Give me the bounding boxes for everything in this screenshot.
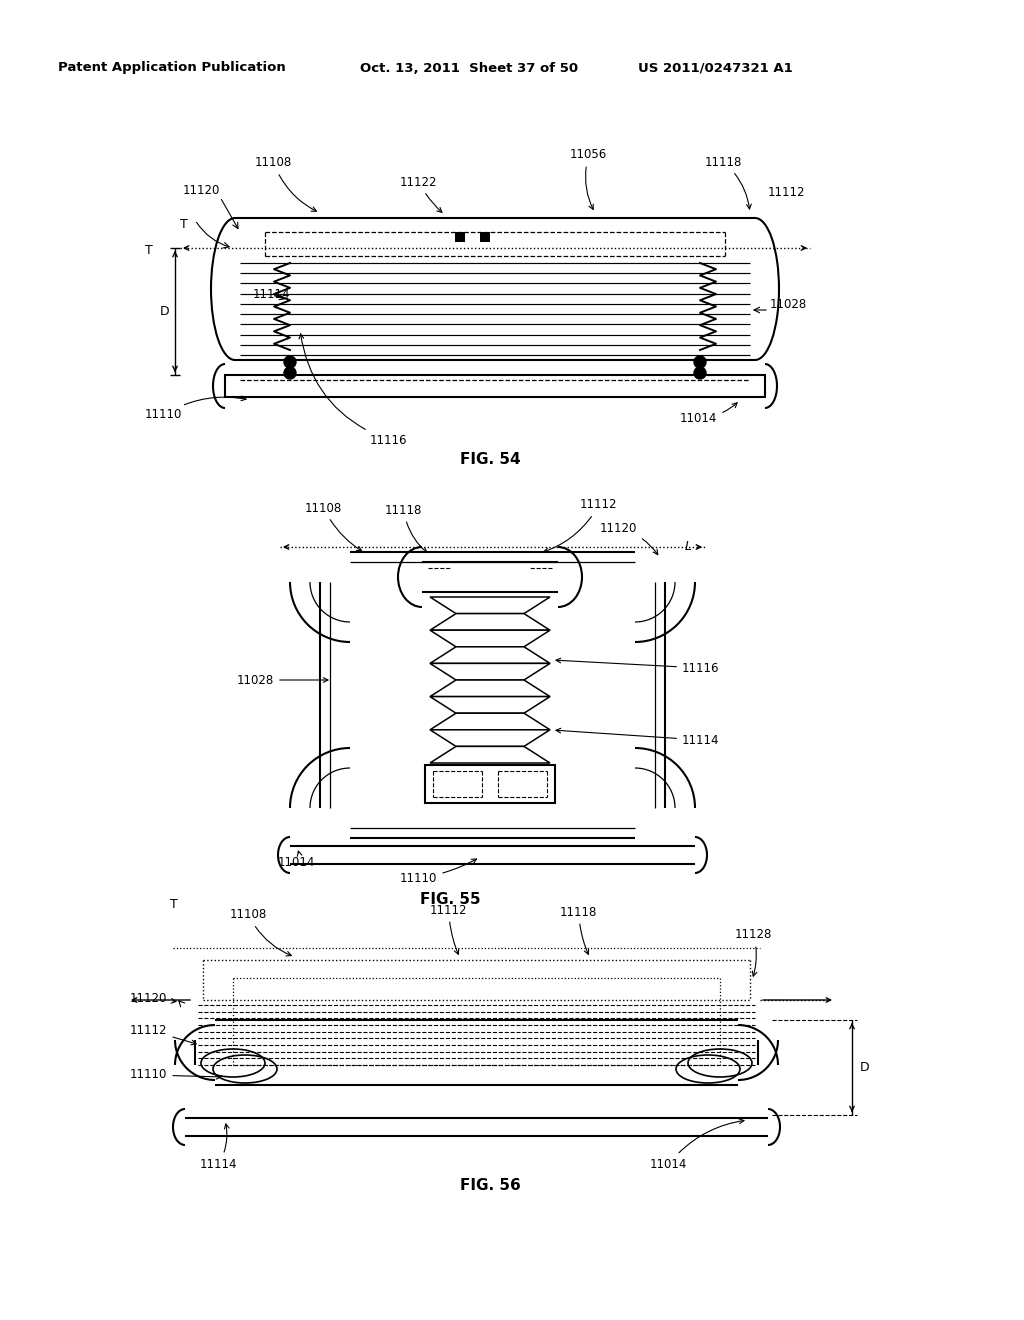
Text: 11120: 11120 xyxy=(600,521,657,554)
Text: FIG. 55: FIG. 55 xyxy=(420,892,480,908)
Text: 11014: 11014 xyxy=(650,1119,744,1171)
Text: 11122: 11122 xyxy=(400,176,442,213)
Text: T: T xyxy=(180,219,187,231)
Text: D: D xyxy=(860,1061,869,1074)
Circle shape xyxy=(694,367,706,379)
Text: 11116: 11116 xyxy=(556,659,720,675)
Circle shape xyxy=(284,356,296,368)
Text: 11014: 11014 xyxy=(680,403,737,425)
Text: 11118: 11118 xyxy=(705,156,752,209)
Bar xyxy=(225,375,765,397)
Polygon shape xyxy=(430,597,550,614)
Text: FIG. 56: FIG. 56 xyxy=(460,1179,520,1193)
Text: T: T xyxy=(170,899,178,912)
Text: 11120: 11120 xyxy=(183,185,220,198)
Polygon shape xyxy=(430,680,550,697)
Text: 11112: 11112 xyxy=(130,1023,197,1045)
Text: 11118: 11118 xyxy=(560,906,597,954)
Text: 11028: 11028 xyxy=(770,298,807,312)
Text: 11028: 11028 xyxy=(237,673,328,686)
Text: 11116: 11116 xyxy=(299,334,408,446)
Bar xyxy=(425,766,555,803)
Text: D: D xyxy=(160,305,170,318)
Polygon shape xyxy=(430,713,550,730)
Text: 11056: 11056 xyxy=(570,149,607,210)
Bar xyxy=(480,232,490,242)
Polygon shape xyxy=(430,730,550,746)
Polygon shape xyxy=(430,647,550,664)
Text: 11014: 11014 xyxy=(278,851,315,869)
Text: 11110: 11110 xyxy=(400,859,476,884)
Circle shape xyxy=(284,367,296,379)
Text: Patent Application Publication: Patent Application Publication xyxy=(58,62,286,74)
Text: 11114: 11114 xyxy=(556,729,720,747)
Polygon shape xyxy=(430,614,550,630)
Text: 11128: 11128 xyxy=(735,928,772,977)
Text: 11120: 11120 xyxy=(130,991,176,1005)
Circle shape xyxy=(694,356,706,368)
Polygon shape xyxy=(430,697,550,713)
Text: 11108: 11108 xyxy=(305,502,361,550)
Text: Oct. 13, 2011  Sheet 37 of 50: Oct. 13, 2011 Sheet 37 of 50 xyxy=(360,62,579,74)
Polygon shape xyxy=(430,630,550,647)
Text: 11118: 11118 xyxy=(385,503,427,553)
Text: US 2011/0247321 A1: US 2011/0247321 A1 xyxy=(638,62,793,74)
Text: T: T xyxy=(145,243,153,256)
Polygon shape xyxy=(430,746,550,763)
Text: L: L xyxy=(685,540,692,553)
Text: 11112: 11112 xyxy=(768,186,806,199)
Bar xyxy=(455,232,465,242)
Text: FIG. 54: FIG. 54 xyxy=(460,453,520,467)
Text: 11112: 11112 xyxy=(430,903,468,954)
Text: 11110: 11110 xyxy=(130,1068,221,1081)
Text: 11108: 11108 xyxy=(255,157,316,211)
Polygon shape xyxy=(430,664,550,680)
Text: 11114: 11114 xyxy=(200,1123,238,1171)
Text: 11114: 11114 xyxy=(253,289,291,301)
Text: 11110: 11110 xyxy=(145,396,246,421)
Text: 11108: 11108 xyxy=(230,908,291,956)
Text: 11112: 11112 xyxy=(544,499,617,553)
